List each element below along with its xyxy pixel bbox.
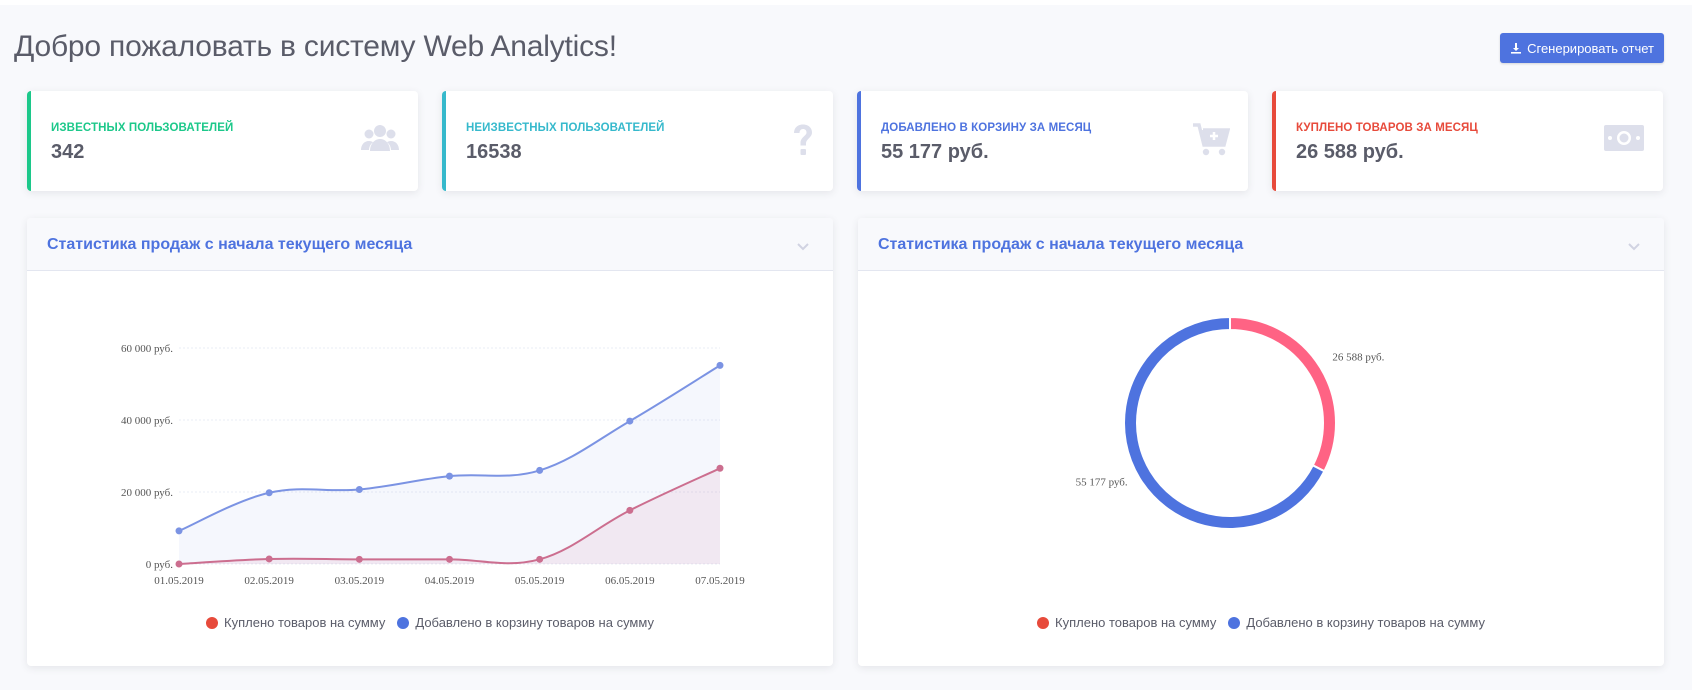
legend-item-bought[interactable]: Куплено товаров на сумму: [1037, 615, 1216, 630]
data-point: [536, 466, 544, 474]
legend-swatch: [397, 616, 410, 629]
series-area: [179, 365, 720, 564]
legend-swatch: [1228, 616, 1241, 629]
y-tick-label: 60 000 руб.: [121, 343, 173, 355]
x-tick-label: 03.05.2019: [335, 575, 385, 587]
panel-title: Статистика продаж с начала текущего меся…: [47, 236, 413, 253]
data-point: [446, 555, 453, 563]
legend-swatch: [206, 616, 219, 629]
chart-legend: Куплено товаров на сумму Добавлено в кор…: [858, 615, 1664, 630]
panel-header: Статистика продаж с начала текущего меся…: [858, 218, 1664, 271]
legend-label: Добавлено в корзину товаров на сумму: [415, 615, 654, 630]
donut-chart-panel: Статистика продаж с начала текущего меся…: [858, 218, 1664, 666]
generate-report-label: Сгенерировать отчет: [1527, 40, 1654, 56]
money-bill-icon: [1603, 123, 1645, 158]
stat-cards: Известных пользователей 342 Неизвестных …: [27, 91, 1664, 191]
card-label: Известных пользователей: [51, 122, 234, 134]
x-tick-label: 07.05.2019: [695, 575, 745, 587]
data-point: [355, 555, 363, 563]
data-point: [716, 464, 724, 472]
y-tick-label: 0 руб.: [146, 559, 174, 571]
card-added-to-cart: Добавлено в корзину за месяц 55 177 руб.: [857, 91, 1248, 191]
line-chart: 0 руб. 20 000 руб. 40 000 руб. 60 000 руб. 0…: [121, 343, 745, 587]
data-point: [626, 506, 634, 514]
cart-plus-icon: [1192, 123, 1231, 162]
panel-title: Статистика продаж с начала текущего меся…: [878, 236, 1244, 253]
x-tick-label: 05.05.2019: [515, 575, 565, 587]
question-icon: [791, 123, 815, 162]
pie-slice: [1123, 315, 1326, 530]
legend-item-added[interactable]: Добавлено в корзину товаров на сумму: [397, 615, 654, 630]
page-title: Добро пожаловать в систему Web Analytics…: [14, 30, 617, 63]
app-root: Добро пожаловать в систему Web Analytics…: [0, 5, 1692, 690]
card-label: Добавлено в корзину за месяц: [881, 122, 1092, 134]
data-point: [265, 555, 273, 563]
generate-report-button[interactable]: Сгенерировать отчет: [1500, 33, 1664, 63]
data-point: [265, 489, 273, 497]
legend-item-added[interactable]: Добавлено в корзину товаров на сумму: [1228, 615, 1485, 630]
card-label: Куплено товаров за месяц: [1296, 122, 1478, 134]
data-point: [626, 417, 634, 425]
card-value: 342: [51, 141, 85, 163]
slice-label: 55 177 руб.: [1076, 477, 1128, 489]
donut-chart: 26 588 руб. 55 177 руб.: [1076, 315, 1385, 530]
chevron-down-icon[interactable]: [1628, 238, 1640, 256]
x-tick-label: 02.05.2019: [244, 575, 294, 587]
legend-label: Добавлено в корзину товаров на сумму: [1246, 615, 1485, 630]
slice-label: 26 588 руб.: [1332, 351, 1384, 363]
data-point: [355, 485, 363, 493]
chart-legend: Куплено товаров на сумму Добавлено в кор…: [27, 615, 833, 630]
data-point: [175, 560, 183, 568]
y-tick-label: 40 000 руб.: [121, 415, 173, 427]
card-value: 55 177 руб.: [881, 141, 989, 163]
chevron-down-icon[interactable]: [797, 238, 809, 256]
card-known-users: Известных пользователей 342: [27, 91, 418, 191]
x-tick-label: 06.05.2019: [605, 575, 655, 587]
card-bought-items: Куплено товаров за месяц 26 588 руб.: [1272, 91, 1663, 191]
card-value: 16538: [466, 141, 522, 163]
page-header: Добро пожаловать в систему Web Analytics…: [14, 30, 1664, 70]
pie-slice: [1229, 315, 1337, 473]
legend-label: Куплено товаров на сумму: [224, 615, 386, 630]
x-tick-label: 01.05.2019: [154, 575, 204, 587]
data-point: [446, 472, 453, 480]
data-point: [536, 555, 544, 563]
legend-item-bought[interactable]: Куплено товаров на сумму: [206, 615, 385, 630]
y-tick-label: 20 000 руб.: [121, 487, 173, 499]
card-value: 26 588 руб.: [1296, 141, 1404, 163]
card-label: Неизвестных пользователей: [466, 122, 665, 134]
data-point: [175, 527, 183, 535]
card-unknown-users: Неизвестных пользователей 16538: [442, 91, 833, 191]
users-icon: [360, 123, 400, 158]
download-icon: [1510, 42, 1522, 54]
line-chart-panel: Статистика продаж с начала текущего меся…: [27, 218, 833, 666]
panel-header: Статистика продаж с начала текущего меся…: [27, 218, 833, 271]
legend-swatch: [1037, 616, 1050, 629]
series-area: [179, 468, 720, 564]
data-point: [716, 361, 724, 369]
legend-label: Куплено товаров на сумму: [1055, 615, 1217, 630]
x-tick-label: 04.05.2019: [425, 575, 475, 587]
